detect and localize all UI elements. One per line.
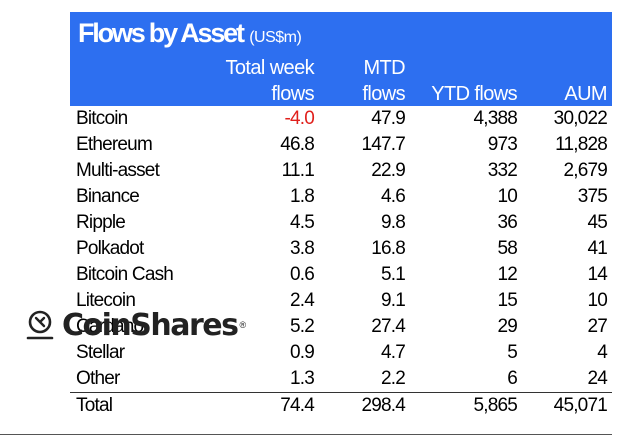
week-flow: 1.8 bbox=[289, 186, 315, 207]
header-ytd: YTD flows bbox=[431, 83, 517, 105]
ytd-flow: 332 bbox=[487, 160, 518, 181]
mtd-flow: 9.1 bbox=[380, 290, 406, 311]
table-row: Cardano 5.2 27.4 29 27 bbox=[70, 314, 612, 340]
table-title: Flows by Asset (US$m) bbox=[78, 18, 302, 49]
asset-name: Bitcoin bbox=[76, 108, 128, 129]
week-flow: 1.3 bbox=[289, 368, 315, 389]
asset-name: Ripple bbox=[76, 212, 126, 233]
mtd-flow: 22.9 bbox=[371, 160, 406, 181]
table-row: Multi-asset 11.1 22.9 332 2,679 bbox=[70, 158, 612, 184]
header-mtd-line2: flows bbox=[362, 83, 405, 105]
aum-value: 375 bbox=[577, 186, 608, 207]
total-mtd-flow: 298.4 bbox=[361, 395, 405, 416]
aum-value: 10 bbox=[587, 290, 607, 311]
aum-value: 11,828 bbox=[555, 134, 608, 155]
total-aum-value: 45,071 bbox=[553, 395, 608, 416]
asset-name: Ethereum bbox=[76, 134, 153, 155]
table-row: Bitcoin Cash 0.6 5.1 12 14 bbox=[70, 262, 612, 288]
ytd-flow: 973 bbox=[487, 134, 518, 155]
ytd-flow: 58 bbox=[497, 238, 517, 259]
title-main: Flows by Asset bbox=[78, 18, 245, 48]
ytd-flow: 4,388 bbox=[473, 108, 517, 129]
mtd-flow: 27.4 bbox=[371, 316, 406, 337]
aum-value: 41 bbox=[587, 238, 607, 259]
total-row: Total 74.4 298.4 5,865 45,071 bbox=[70, 392, 612, 419]
header-aum: AUM bbox=[564, 83, 607, 105]
asset-name: Litecoin bbox=[76, 290, 136, 311]
mtd-flow: 4.6 bbox=[380, 186, 406, 207]
asset-name: Cardano bbox=[76, 316, 144, 337]
table-row: Bitcoin -4.0 47.9 4,388 30,022 bbox=[70, 106, 612, 132]
asset-name: Bitcoin Cash bbox=[76, 264, 174, 285]
table-body: Bitcoin -4.0 47.9 4,388 30,022 Ethereum 46.8 1… bbox=[70, 106, 612, 419]
asset-name: Binance bbox=[76, 186, 140, 207]
total-ytd-flow: 5,865 bbox=[473, 395, 517, 416]
aum-value: 45 bbox=[587, 212, 607, 233]
header-week-line1: Total week bbox=[225, 57, 315, 79]
title-unit: (US$m) bbox=[249, 29, 302, 46]
aum-value: 14 bbox=[587, 264, 607, 285]
flows-table: Flows by Asset (US$m) Total week flows M… bbox=[70, 12, 612, 419]
asset-name: Multi-asset bbox=[76, 160, 160, 181]
aum-value: 4 bbox=[597, 342, 608, 363]
asset-name: Polkadot bbox=[76, 238, 144, 259]
asset-name: Stellar bbox=[76, 342, 125, 363]
week-flow: -4.0 bbox=[284, 108, 314, 129]
table-header: Flows by Asset (US$m) Total week flows M… bbox=[70, 12, 612, 106]
coinshares-watermark: CoinShares ® bbox=[26, 307, 246, 343]
mtd-flow: 5.1 bbox=[380, 264, 406, 285]
bottom-divider bbox=[0, 434, 612, 435]
aum-value: 2,679 bbox=[563, 160, 607, 181]
total-week-flow: 74.4 bbox=[280, 395, 315, 416]
total-label: Total bbox=[76, 395, 113, 416]
aum-value: 30,022 bbox=[553, 108, 608, 129]
mtd-flow: 4.7 bbox=[380, 342, 406, 363]
week-flow: 0.6 bbox=[289, 264, 315, 285]
mtd-flow: 9.8 bbox=[380, 212, 406, 233]
week-flow: 11.1 bbox=[281, 160, 315, 181]
asset-name: Other bbox=[76, 368, 120, 389]
mtd-flow: 2.2 bbox=[380, 368, 406, 389]
table-row: Litecoin 2.4 9.1 15 10 bbox=[70, 288, 612, 314]
ytd-flow: 15 bbox=[497, 290, 517, 311]
week-flow: 0.9 bbox=[289, 342, 315, 363]
week-flow: 3.8 bbox=[289, 238, 315, 259]
mtd-flow: 47.9 bbox=[371, 108, 406, 129]
aum-value: 24 bbox=[587, 368, 607, 389]
table-row: Ripple 4.5 9.8 36 45 bbox=[70, 210, 612, 236]
ytd-flow: 12 bbox=[497, 264, 517, 285]
table-row: Ethereum 46.8 147.7 973 11,828 bbox=[70, 132, 612, 158]
week-flow: 4.5 bbox=[289, 212, 315, 233]
table-row: Other 1.3 2.2 6 24 bbox=[70, 366, 612, 392]
mtd-flow: 16.8 bbox=[371, 238, 406, 259]
header-mtd-line1: MTD bbox=[363, 57, 405, 79]
week-flow: 5.2 bbox=[289, 316, 315, 337]
week-flow: 46.8 bbox=[280, 134, 315, 155]
ytd-flow: 5 bbox=[507, 342, 518, 363]
table-row: Stellar 0.9 4.7 5 4 bbox=[70, 340, 612, 366]
header-week-line2: flows bbox=[271, 83, 314, 105]
ytd-flow: 6 bbox=[507, 368, 518, 389]
aum-value: 27 bbox=[587, 316, 607, 337]
coinshares-logo-icon bbox=[26, 310, 54, 340]
ytd-flow: 29 bbox=[497, 316, 517, 337]
ytd-flow: 10 bbox=[497, 186, 517, 207]
registered-mark: ® bbox=[239, 320, 247, 330]
table-row: Binance 1.8 4.6 10 375 bbox=[70, 184, 612, 210]
week-flow: 2.4 bbox=[289, 290, 315, 311]
coinshares-logo-text: CoinShares bbox=[62, 307, 239, 343]
ytd-flow: 36 bbox=[497, 212, 517, 233]
table-row: Polkadot 3.8 16.8 58 41 bbox=[70, 236, 612, 262]
mtd-flow: 147.7 bbox=[361, 134, 405, 155]
